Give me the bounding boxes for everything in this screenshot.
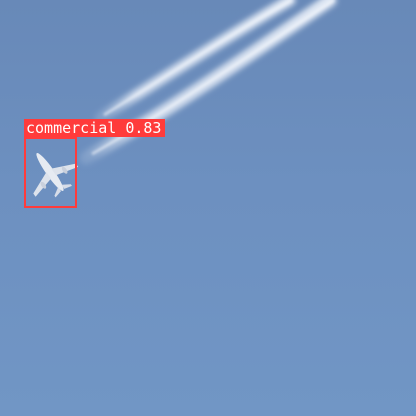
airplane <box>33 153 79 198</box>
detection-class: commercial <box>26 119 117 137</box>
contrail-upper <box>94 0 296 124</box>
detection-box <box>24 137 77 208</box>
detection-score: 0.83 <box>125 119 162 137</box>
detection-label: commercial 0.83 <box>24 119 166 137</box>
